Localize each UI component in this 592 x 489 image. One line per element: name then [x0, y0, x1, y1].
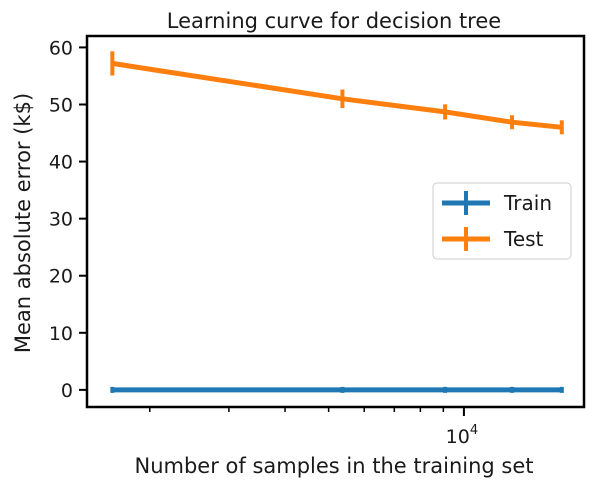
y-tick-label: 10 [49, 323, 73, 345]
legend-label-test: Test [503, 227, 544, 251]
legend-entry-train: Train [442, 191, 552, 215]
series-line-test [111, 60, 563, 130]
y-tick-label: 20 [49, 266, 73, 288]
x-axis-label: Number of samples in the training set [135, 454, 534, 478]
axes-frame [85, 34, 586, 409]
y-tick-label: 40 [49, 152, 73, 174]
x-tick-label-exponent: 4 [470, 423, 478, 438]
axes-layer: 0 10 20 30 40 50 60 104 [49, 34, 586, 448]
legend-label-train: Train [503, 191, 552, 215]
y-tick-label: 60 [49, 37, 73, 59]
y-tick-label: 30 [49, 209, 73, 231]
y-axis-label: Mean absolute error (k$) [11, 93, 35, 353]
legend: Train Test [432, 182, 572, 260]
y-tick-label: 0 [61, 380, 73, 402]
plot-layer [110, 51, 564, 393]
x-tick-label: 104 [446, 423, 478, 448]
chart-title: Learning curve for decision tree [167, 9, 501, 33]
y-tick-label: 50 [49, 94, 73, 116]
legend-entry-test: Test [442, 227, 544, 251]
